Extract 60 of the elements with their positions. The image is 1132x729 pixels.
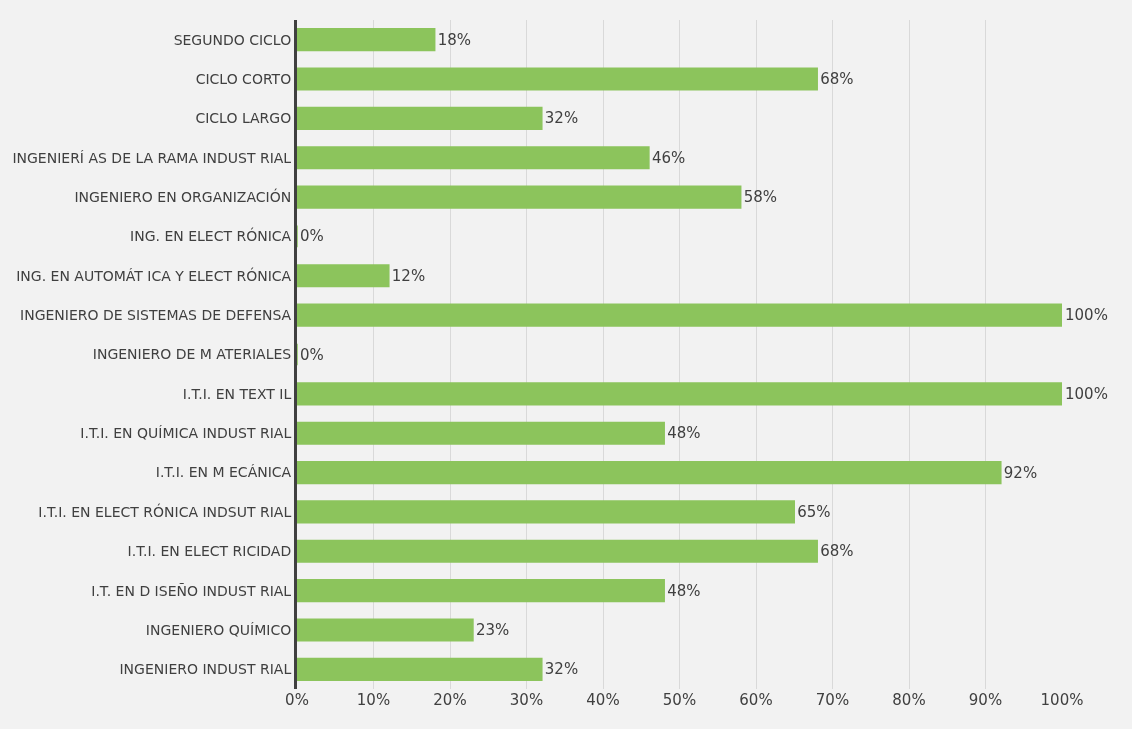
data-label: 0% — [300, 227, 324, 246]
bar — [297, 28, 436, 52]
bar — [297, 303, 1062, 327]
x-tick-label: 50% — [662, 691, 697, 709]
y-tick-label: ING. EN AUTOMÁT ICA Y ELECT RÓNICA — [16, 266, 292, 284]
y-tick-label: INGENIERO EN ORGANIZACIÓN — [74, 187, 292, 205]
y-tick-label: SEGUNDO CICLO — [173, 31, 292, 48]
y-tick-label: I.T.I. EN M ECÁNICA — [155, 464, 292, 481]
x-tick-label: 90% — [968, 691, 1003, 709]
bar — [297, 185, 742, 209]
y-tick-label: CICLO LARGO — [195, 110, 292, 127]
bar — [297, 106, 543, 130]
data-label: 32% — [544, 660, 579, 679]
data-label: 68% — [820, 542, 854, 561]
bar — [297, 579, 665, 603]
y-tick-label: CICLO CORTO — [195, 70, 292, 87]
data-label: 100% — [1065, 306, 1108, 325]
bar — [297, 146, 650, 170]
data-label: 46% — [651, 148, 686, 167]
data-label: 23% — [475, 620, 510, 639]
x-tick-label: 20% — [433, 691, 467, 709]
y-tick-label: INGENIERO QUÍMICO — [145, 621, 292, 638]
x-tick-label: 40% — [586, 691, 620, 709]
y-tick-label: INGENIERÍ AS DE LA RAMA INDUST RIAL — [12, 149, 292, 166]
x-tick-label: 100% — [1040, 691, 1084, 709]
data-label: 68% — [820, 70, 854, 89]
bar — [297, 264, 390, 288]
bar — [297, 67, 818, 91]
x-tick-label: 80% — [892, 691, 926, 709]
x-tick-label: 70% — [815, 691, 850, 709]
bar — [297, 460, 1002, 485]
data-label: 58% — [743, 188, 778, 207]
y-tick-label: I.T.I. EN ELECT RICIDAD — [127, 543, 292, 560]
bar — [297, 500, 795, 524]
data-label: 48% — [667, 424, 701, 443]
data-label: 100% — [1065, 384, 1108, 403]
bar — [297, 539, 818, 563]
bar — [297, 657, 543, 681]
x-tick-label: 60% — [739, 691, 773, 709]
bar — [297, 618, 474, 642]
y-tick-label: I.T. EN D ISEÑO INDUST RIAL — [91, 582, 292, 599]
data-label: 12% — [391, 266, 426, 285]
bar — [297, 421, 665, 445]
y-tick-label: I.T.I. EN QUÍMICA INDUST RIAL — [80, 425, 292, 442]
bar — [297, 382, 1062, 406]
y-tick-label: I.T.I. EN ELECT RÓNICA INDSUT RIAL — [38, 502, 292, 520]
data-label: 65% — [797, 502, 831, 521]
data-label: 18% — [437, 30, 472, 49]
y-tick-label: INGENIERO DE M ATERIALES — [92, 346, 292, 363]
y-tick-label: ING. EN ELECT RÓNICA — [130, 227, 292, 245]
x-tick-label: 0% — [285, 691, 309, 709]
y-tick-label: I.T.I. EN TEXT IL — [182, 385, 292, 402]
x-tick-label: 10% — [356, 691, 391, 709]
y-tick-label: INGENIERO DE SISTEMAS DE DEFENSA — [20, 307, 292, 324]
data-label: 32% — [544, 109, 579, 128]
data-label: 0% — [300, 345, 324, 364]
x-tick-label: 30% — [509, 691, 544, 709]
data-label: 92% — [1003, 463, 1038, 482]
y-tick-label: INGENIERO INDUST RIAL — [119, 661, 292, 678]
data-label: 48% — [667, 581, 701, 600]
